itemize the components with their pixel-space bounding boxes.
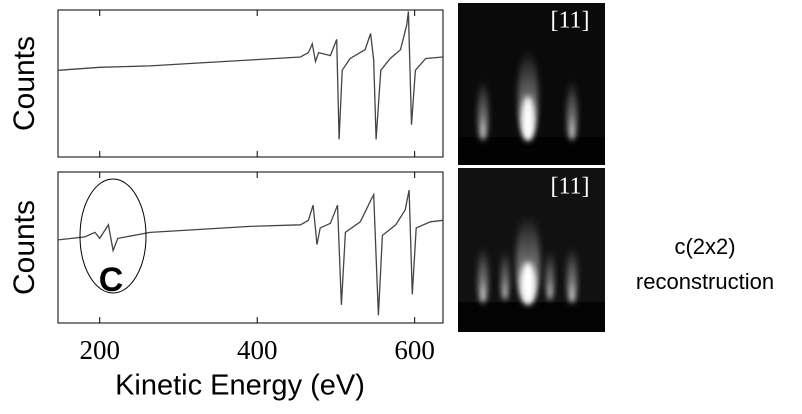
- image-label: [11]: [550, 174, 589, 200]
- annotation-ellipse: [79, 178, 147, 294]
- y-axis-label: Counts: [8, 200, 41, 295]
- caption: reconstruction: [636, 269, 774, 294]
- plot-frame: [57, 171, 444, 324]
- annotation: C: [99, 261, 124, 299]
- plot-frame: [57, 9, 444, 158]
- spectra: Counts 200 400 600 Counts Kinetic Energy (eV)…: [8, 9, 444, 402]
- rheed-image: [11]: [458, 3, 605, 165]
- y-axis-label: Counts: [8, 36, 41, 131]
- rheed-image: [11]: [458, 168, 605, 332]
- spectrum-line: [57, 11, 444, 140]
- x-tick-label: 400: [237, 335, 278, 365]
- x-tick-label: 600: [394, 335, 435, 365]
- x-axis-label: Kinetic Energy (eV): [115, 370, 365, 402]
- spectrum-line: [57, 189, 444, 316]
- caption: c(2x2): [674, 234, 735, 259]
- x-tick-label: 200: [79, 335, 120, 365]
- image-label: [11]: [550, 8, 589, 34]
